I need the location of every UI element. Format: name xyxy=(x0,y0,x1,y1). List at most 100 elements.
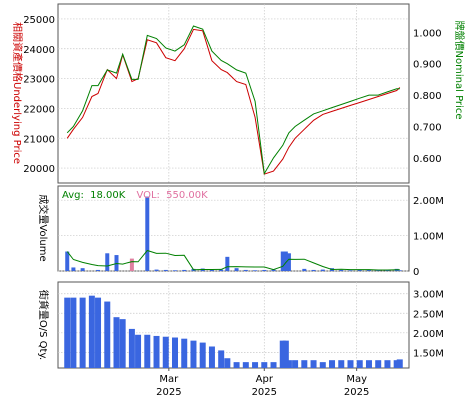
year-label-0: 2025 xyxy=(156,387,181,398)
nominal-price-line xyxy=(66,25,400,176)
outstanding-bar-37 xyxy=(375,360,382,368)
outstanding-bar-18 xyxy=(218,350,225,368)
year-label-1: 2025 xyxy=(252,387,277,398)
underlying-tick-2: 22000 xyxy=(23,104,55,115)
volume-bar-29 xyxy=(302,268,307,271)
volume-bar-5 xyxy=(105,253,110,271)
month-label-apr: Apr xyxy=(256,374,274,385)
outstanding-bar-34 xyxy=(347,360,354,368)
volume-bar-4 xyxy=(96,269,101,271)
volume-ticks: 0 1.00M 2.00M xyxy=(413,196,444,278)
outstanding-bar-0 xyxy=(64,297,71,368)
outstanding-bar-12 xyxy=(162,336,169,368)
outstanding-bar-5 xyxy=(104,301,111,368)
volume-bar-36 xyxy=(366,269,371,271)
volume-bar-21 xyxy=(243,269,248,271)
outstanding-bar-14 xyxy=(181,338,188,368)
outstanding-tick-0: 1.50M xyxy=(413,348,444,359)
underlying-tick-1: 21000 xyxy=(23,134,55,145)
outstanding-bar-21 xyxy=(242,362,249,368)
volume-bar-23 xyxy=(262,269,267,271)
price-panel: 20000 21000 22000 23000 24000 25000 0.600 0.70… xyxy=(11,3,466,184)
outstanding-bar-16 xyxy=(199,342,206,368)
outstanding-bar-20 xyxy=(233,362,240,368)
nominal-price-ticks: 0.600 0.700 0.800 0.900 1.000 xyxy=(413,28,442,165)
outstanding-bar-36 xyxy=(365,360,372,368)
price-gridlines xyxy=(58,4,409,183)
volume-bar-19 xyxy=(225,256,230,271)
outstanding-tick-3: 3.00M xyxy=(413,290,444,301)
outstanding-tick-1: 2.00M xyxy=(413,329,444,340)
volume-bar-24 xyxy=(271,269,276,271)
outstanding-bar-9 xyxy=(135,334,142,368)
volume-bar-14 xyxy=(182,269,187,271)
volume-bar-10 xyxy=(145,196,150,271)
volume-axis-label: 成交量Volume xyxy=(37,194,50,261)
avg-label: Avg: xyxy=(62,190,84,201)
volume-average-line xyxy=(66,249,400,271)
volume-bar-31 xyxy=(320,269,325,271)
volume-bar-17 xyxy=(209,269,214,271)
outstanding-bars xyxy=(64,295,403,368)
volume-bar-40 xyxy=(397,270,402,271)
outstanding-bar-15 xyxy=(190,340,197,368)
outstanding-bar-13 xyxy=(172,337,178,368)
volume-bar-22 xyxy=(253,270,258,271)
volume-bar-18 xyxy=(219,269,224,271)
volume-bar-27 xyxy=(286,253,291,271)
volume-bar-1 xyxy=(71,267,76,271)
outstanding-bar-3 xyxy=(88,295,95,368)
underlying-tick-3: 23000 xyxy=(23,75,55,86)
underlying-tick-4: 24000 xyxy=(23,45,55,56)
outstanding-panel: 1.50M 2.00M 2.50M 3.00M 街貨量O/S Qty. xyxy=(37,281,444,369)
outstanding-bar-32 xyxy=(329,360,336,368)
vol-value: 550.00K xyxy=(166,190,208,201)
outstanding-bar-17 xyxy=(208,346,215,368)
outstanding-bar-2 xyxy=(79,297,86,368)
underlying-price-line xyxy=(66,28,401,175)
volume-tick-1: 1.00M xyxy=(413,232,444,243)
outstanding-axis-label: 街貨量O/S Qty. xyxy=(37,290,50,360)
outstanding-ticks: 1.50M 2.00M 2.50M 3.00M xyxy=(413,290,444,360)
volume-bar-35 xyxy=(357,269,362,271)
outstanding-bar-30 xyxy=(310,360,317,368)
vol-label: VOL: xyxy=(136,190,159,201)
outstanding-bar-11 xyxy=(153,335,160,368)
outstanding-bar-22 xyxy=(252,362,259,368)
outstanding-bar-7 xyxy=(119,319,126,368)
nominal-tick-3: 0.900 xyxy=(413,60,442,71)
volume-bars xyxy=(65,196,402,271)
underlying-price-axis-label: 相關資產價格Underlying Price xyxy=(11,22,24,164)
volume-bar-33 xyxy=(339,269,344,271)
volume-bar-2 xyxy=(80,268,85,271)
outstanding-bar-1 xyxy=(70,297,77,368)
volume-avg-legend: Avg: 18.00K VOL: 550.00K xyxy=(62,190,208,201)
outstanding-bar-23 xyxy=(261,362,268,368)
outstanding-tick-2: 2.50M xyxy=(413,309,444,320)
volume-bar-11 xyxy=(154,269,159,271)
volume-bar-13 xyxy=(173,270,177,271)
outstanding-bar-39 xyxy=(393,360,400,368)
month-label-may: May xyxy=(346,374,367,385)
outstanding-bar-8 xyxy=(128,328,135,368)
outstanding-bar-31 xyxy=(319,362,326,368)
volume-tick-0: 0 xyxy=(413,267,419,278)
price-series xyxy=(66,25,401,176)
volume-bar-12 xyxy=(163,269,168,271)
underlying-tick-5: 25000 xyxy=(23,15,55,26)
volume-bar-34 xyxy=(348,270,353,271)
price-panel-frame xyxy=(57,3,410,184)
volume-bar-37 xyxy=(376,270,381,271)
outstanding-bar-29 xyxy=(301,360,308,368)
avg-value: 18.00K xyxy=(90,190,126,201)
nominal-tick-1: 0.700 xyxy=(413,122,442,133)
nominal-tick-0: 0.600 xyxy=(413,154,442,165)
volume-tick-2: 2.00M xyxy=(413,196,444,207)
outstanding-bar-26 xyxy=(282,340,289,368)
nominal-tick-4: 1.000 xyxy=(413,28,442,39)
nominal-price-axis-label: 牌盤價Nominal Price xyxy=(453,21,466,120)
volume-bar-25 xyxy=(280,251,285,271)
outstanding-bar-38 xyxy=(384,360,391,368)
outstanding-bar-24 xyxy=(270,362,277,368)
